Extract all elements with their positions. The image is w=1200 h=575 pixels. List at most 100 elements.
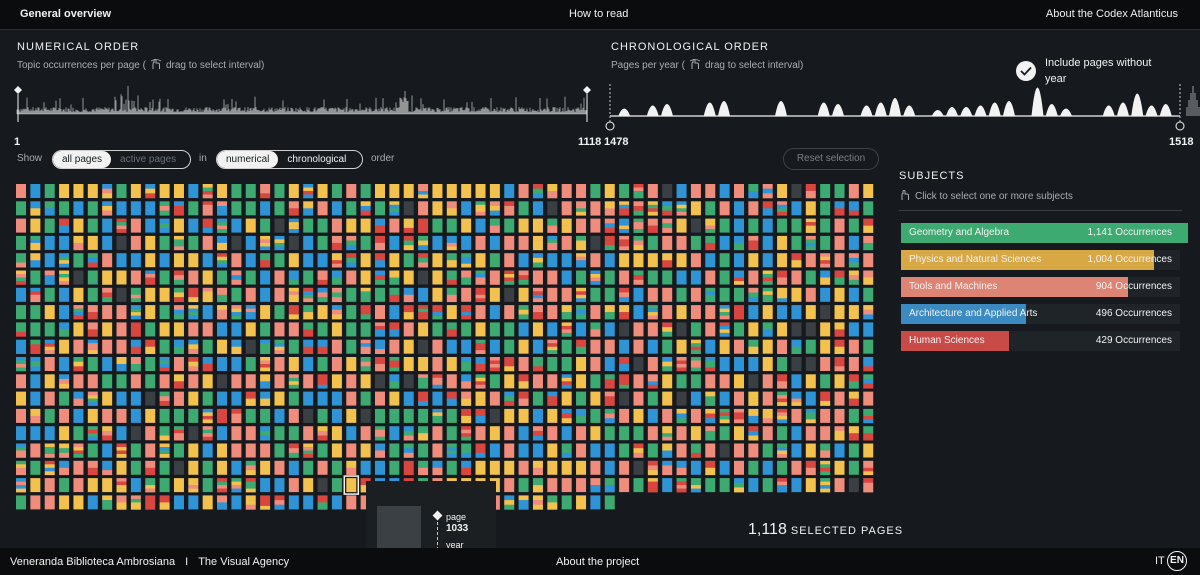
numerical-axis-end: 1118 [578, 136, 602, 148]
page-cell [173, 305, 184, 320]
page-cell [403, 426, 414, 441]
subject-row[interactable]: Human Sciences 429 Occurrences [901, 331, 1180, 351]
page-cell [260, 287, 271, 302]
page-cell [820, 270, 831, 285]
page-cell [518, 460, 529, 475]
order-label: order [371, 153, 395, 164]
page-cell [590, 322, 601, 337]
page-cell [403, 374, 414, 389]
nav-how-to-read[interactable]: How to read [569, 8, 629, 20]
page-cell [489, 460, 500, 475]
page-cell [633, 460, 644, 475]
page-cell [16, 460, 26, 476]
page-cell [762, 322, 773, 337]
page-cell [504, 408, 515, 423]
page-cell [777, 339, 788, 354]
page-cell [130, 391, 141, 406]
page-cell [116, 374, 127, 389]
numerical-sparkline[interactable] [14, 82, 591, 126]
page-cell [303, 374, 314, 389]
subject-row[interactable]: Geometry and Algebra 1,141 Occurrences [901, 223, 1188, 243]
hovered-page-highlight [343, 475, 360, 495]
page-cell [116, 426, 127, 441]
page-cell [202, 287, 213, 303]
page-cell [504, 235, 515, 250]
page-cell [159, 270, 170, 285]
page-cell [518, 253, 529, 268]
page-cell [647, 339, 658, 354]
page-cell [532, 184, 543, 199]
page-cell [418, 339, 429, 354]
page-cell [418, 443, 429, 458]
page-cell [317, 305, 328, 320]
page-cell [748, 322, 759, 337]
page-cell [331, 391, 342, 406]
page-cell [705, 426, 716, 441]
page-cell [863, 339, 874, 354]
subject-row[interactable]: Tools and Machines 904 Occurrences [901, 277, 1180, 297]
reset-selection-button[interactable]: Reset selection [783, 148, 879, 170]
chronological-sparkline[interactable] [604, 82, 1200, 131]
page-cell [217, 235, 228, 251]
page-cell [604, 357, 615, 371]
page-cell [662, 184, 673, 198]
page-cell [217, 357, 228, 371]
page-cell [116, 235, 127, 250]
page-cell [446, 201, 457, 216]
page-cell [87, 235, 98, 250]
checkmark-icon[interactable] [1016, 61, 1036, 81]
page-cell [245, 235, 256, 250]
page-cell [475, 357, 486, 372]
page-cell [576, 184, 587, 198]
page-cell [245, 495, 256, 510]
order-chronological-option[interactable]: chronological [287, 154, 347, 165]
page-cell [690, 201, 701, 216]
footer-ambrosiana-link[interactable]: Veneranda Biblioteca Ambrosiana [10, 556, 176, 568]
page-cell [834, 270, 845, 285]
footer-visual-agency-link[interactable]: The Visual Agency [198, 556, 290, 568]
page-cell [44, 322, 55, 337]
page-cell [590, 287, 601, 302]
footer-about-project-link[interactable]: About the project [556, 556, 640, 568]
page-cell [475, 374, 486, 389]
nav-about-codex[interactable]: About the Codex Atlanticus [1045, 8, 1178, 20]
lang-it-button[interactable]: IT [1155, 555, 1165, 567]
page-cell [16, 339, 26, 354]
page-cell [360, 391, 371, 406]
page-cell [719, 339, 730, 354]
page-cell [202, 201, 213, 216]
page-cell [188, 408, 199, 423]
page-cell [260, 184, 271, 199]
year-peak-1509 [1045, 104, 1058, 116]
page-cell [159, 391, 170, 406]
page-cell [532, 235, 543, 251]
page-cell [418, 235, 429, 251]
page-cell [604, 305, 615, 320]
lang-en-button[interactable]: EN [1167, 551, 1187, 571]
page-cell [532, 408, 543, 423]
page-cell [690, 253, 701, 268]
page-cell [676, 253, 687, 268]
page-cell [848, 235, 859, 250]
show-active-pages-option[interactable]: active pages [120, 154, 177, 165]
subject-row[interactable]: Architecture and Applied Arts 496 Occurre… [901, 304, 1180, 324]
year-peak-1502 [946, 107, 958, 116]
page-cell [662, 287, 673, 302]
subject-row[interactable]: Physics and Natural Sciences 1,004 Occurr… [901, 250, 1180, 270]
page-cell [576, 305, 587, 320]
page-cell [59, 235, 70, 250]
page-cell [217, 218, 228, 233]
page-cell [662, 460, 673, 476]
page-cell [288, 408, 299, 423]
nav-general-overview[interactable]: General overview [20, 8, 112, 20]
order-numerical-option[interactable]: numerical [217, 151, 279, 168]
chrono-start-handle-icon [605, 121, 615, 131]
page-cell [791, 460, 802, 475]
page-cell [475, 184, 486, 198]
page-cell [116, 391, 127, 406]
page-cell [475, 253, 486, 268]
show-all-pages-option[interactable]: all pages [53, 151, 112, 168]
page-cell [403, 218, 414, 233]
subject-occurrences: 904 Occurrences [1095, 281, 1172, 292]
page-cell [274, 374, 285, 389]
